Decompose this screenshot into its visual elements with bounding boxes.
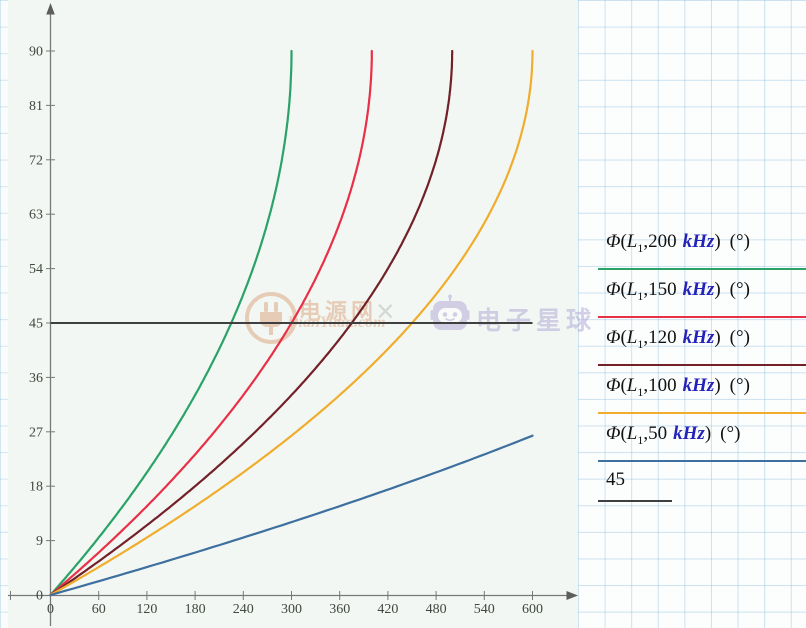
x-tick-label: 360 (329, 602, 350, 617)
legend-item-200khz[interactable]: Φ(L1,200 kHz) (°) (598, 230, 806, 270)
x-tick-label: 300 (281, 602, 302, 617)
legend-line-120khz (598, 363, 806, 366)
x-axis-arrow-icon (566, 591, 578, 600)
x-tick-label: 420 (377, 602, 398, 617)
y-tick-label: 72 (29, 153, 43, 168)
legend-line-100khz (598, 411, 806, 414)
y-tick-label: 0 (36, 589, 43, 604)
y-tick-label: 63 (29, 208, 43, 223)
y-tick-label: 18 (29, 480, 43, 495)
legend-item-45[interactable]: 45 (598, 468, 806, 502)
legend-item-50khz[interactable]: Φ(L1,50 kHz) (°) (598, 422, 806, 462)
legend-line-50khz (598, 459, 806, 462)
worksheet-grid-left (0, 0, 8, 628)
x-tick-label: 240 (233, 602, 254, 617)
y-tick-label: 9 (36, 534, 43, 549)
x-tick-label: 60 (92, 602, 106, 617)
x-tick-label: 0 (47, 602, 54, 617)
y-tick-label: 54 (29, 262, 43, 277)
legend-line-200khz (598, 267, 806, 270)
trace-4 (49, 434, 534, 597)
legend-item-120khz[interactable]: Φ(L1,120 kHz) (°) (598, 326, 806, 366)
worksheet-grid (578, 0, 806, 628)
y-tick-label: 81 (29, 99, 43, 114)
y-tick-label: 36 (29, 371, 43, 386)
y-tick-label: 45 (29, 317, 43, 332)
x-tick-label: 540 (474, 602, 495, 617)
x-tick-label: 480 (426, 602, 447, 617)
legend-item-150khz[interactable]: Φ(L1,150 kHz) (°) (598, 278, 806, 318)
y-axis-arrow-icon (46, 3, 55, 15)
x-tick-label: 120 (136, 602, 157, 617)
x-tick-label: 180 (185, 602, 206, 617)
legend-item-100khz[interactable]: Φ(L1,100 kHz) (°) (598, 374, 806, 414)
y-tick-label: 90 (29, 45, 43, 60)
y-tick-label: 27 (29, 425, 43, 440)
x-tick-label: 600 (522, 602, 543, 617)
legend-line-45 (598, 500, 672, 502)
legend-line-150khz (598, 315, 806, 318)
